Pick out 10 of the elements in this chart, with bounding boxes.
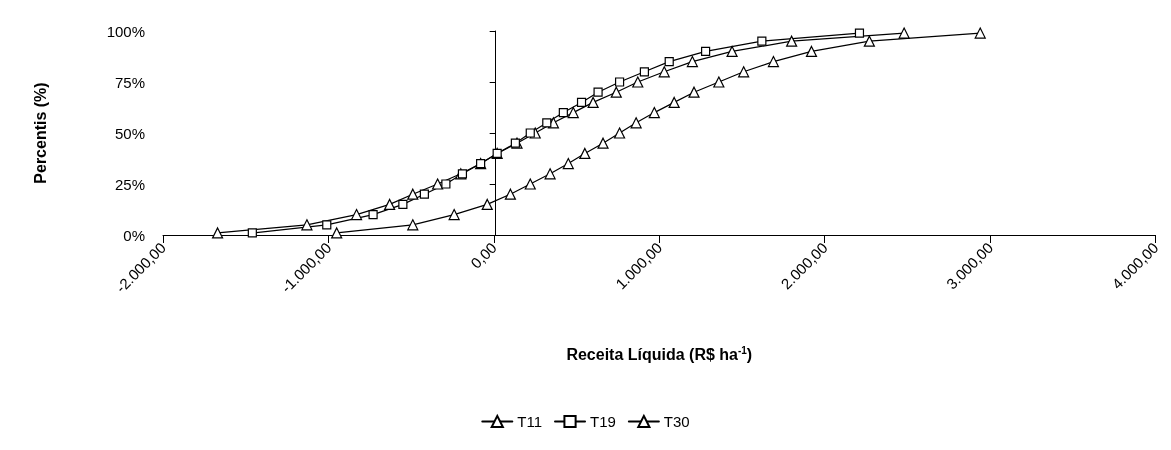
x-tick-label: 0,00 [467,238,500,272]
y-tick-label: 50% [114,124,145,142]
legend-label: T30 [663,413,690,430]
y-tick-label: 100% [106,22,145,40]
y-tick-label: 25% [114,175,145,193]
legend-label: T19 [590,413,616,430]
y-tick-label: 75% [114,73,145,91]
legend-label: T11 [517,413,543,430]
y-tick-label: 0% [123,226,145,244]
y-axis-title: Percentis (%) [31,82,49,184]
